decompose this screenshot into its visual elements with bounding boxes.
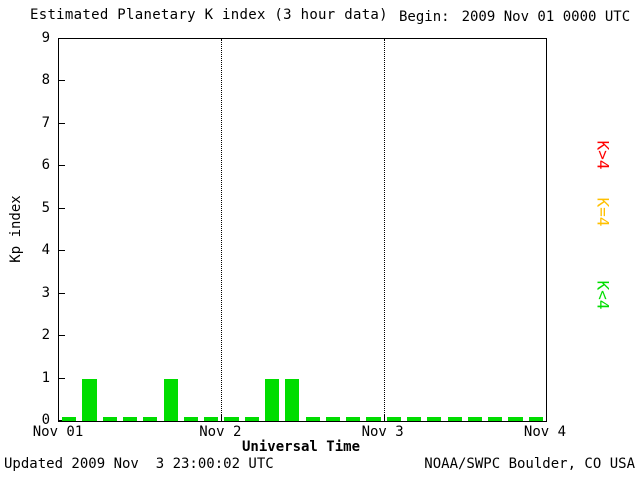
kp-bar [305, 417, 320, 421]
y-axis-label: Kp index [8, 195, 24, 263]
kp-bar [346, 417, 361, 421]
x-tick-label: Nov 4 [523, 424, 567, 440]
kp-bar [122, 417, 138, 421]
x-tick-mark [383, 415, 385, 421]
y-tick-mark [59, 335, 65, 337]
x-tick-mark [221, 415, 223, 421]
kp-bar [325, 417, 341, 421]
kp-bar [488, 417, 503, 421]
kp-bar [528, 417, 543, 421]
x-axis-label: Universal Time [241, 439, 361, 455]
kp-bar [427, 417, 442, 421]
y-tick-mark [59, 38, 65, 39]
y-tick-mark [59, 292, 65, 294]
kp-bar [467, 417, 483, 421]
x-tick-label: Nov 2 [199, 424, 242, 440]
legend-item: K>4 [593, 140, 613, 170]
y-tick-label: 5 [41, 199, 50, 216]
kp-bar [204, 417, 219, 421]
kp-bar [508, 417, 523, 421]
kp-bar [285, 378, 300, 421]
day-gridline [221, 39, 223, 421]
x-tick-label: Nov 3 [361, 424, 404, 440]
kp-bar [183, 417, 198, 421]
kp-bar [407, 417, 422, 421]
begin-value: 2009 Nov 01 0000 UTC [461, 9, 631, 25]
x-tick-label: Nov 01 [32, 424, 84, 440]
y-tick-label: 6 [41, 157, 50, 174]
kp-bar [244, 417, 259, 421]
y-tick-label: 7 [41, 114, 50, 131]
kp-bar [62, 417, 77, 421]
y-tick-mark [59, 250, 65, 252]
kp-bar [82, 378, 97, 421]
day-gridline [383, 39, 385, 421]
begin-timestamp: Begin: 2009 Nov 01 0000 UTC [399, 9, 630, 25]
y-tick-label: 3 [41, 284, 50, 301]
y-tick-mark [59, 165, 65, 167]
y-tick-label: 0 [41, 412, 50, 428]
kp-bar [102, 417, 117, 421]
chart-title: Estimated Planetary K index (3 hour data… [30, 7, 388, 23]
plot-area [58, 38, 547, 422]
begin-label: Begin: [399, 9, 450, 25]
y-tick-label: 4 [41, 242, 50, 259]
y-tick-label: 8 [41, 72, 50, 89]
kp-bar [366, 417, 381, 421]
kp-bar [447, 417, 462, 421]
y-tick-mark [59, 377, 65, 379]
y-tick-label: 9 [41, 30, 50, 46]
y-tick-label: 1 [41, 369, 50, 386]
y-tick-mark [59, 122, 65, 124]
y-tick-label: 2 [41, 327, 50, 344]
kp-bar [386, 417, 401, 421]
kp-bar [163, 378, 178, 421]
y-tick-mark [59, 420, 65, 421]
y-tick-mark [59, 207, 65, 209]
kp-bar [143, 417, 158, 421]
updated-timestamp: Updated 2009 Nov 3 23:00:02 UTC [4, 456, 274, 472]
y-tick-mark [59, 80, 65, 82]
legend-item: K=4 [593, 197, 613, 227]
legend-item: K<4 [593, 280, 613, 310]
kp-bar [224, 417, 239, 421]
kp-bar [264, 378, 280, 421]
source-credit: NOAA/SWPC Boulder, CO USA [424, 456, 635, 472]
